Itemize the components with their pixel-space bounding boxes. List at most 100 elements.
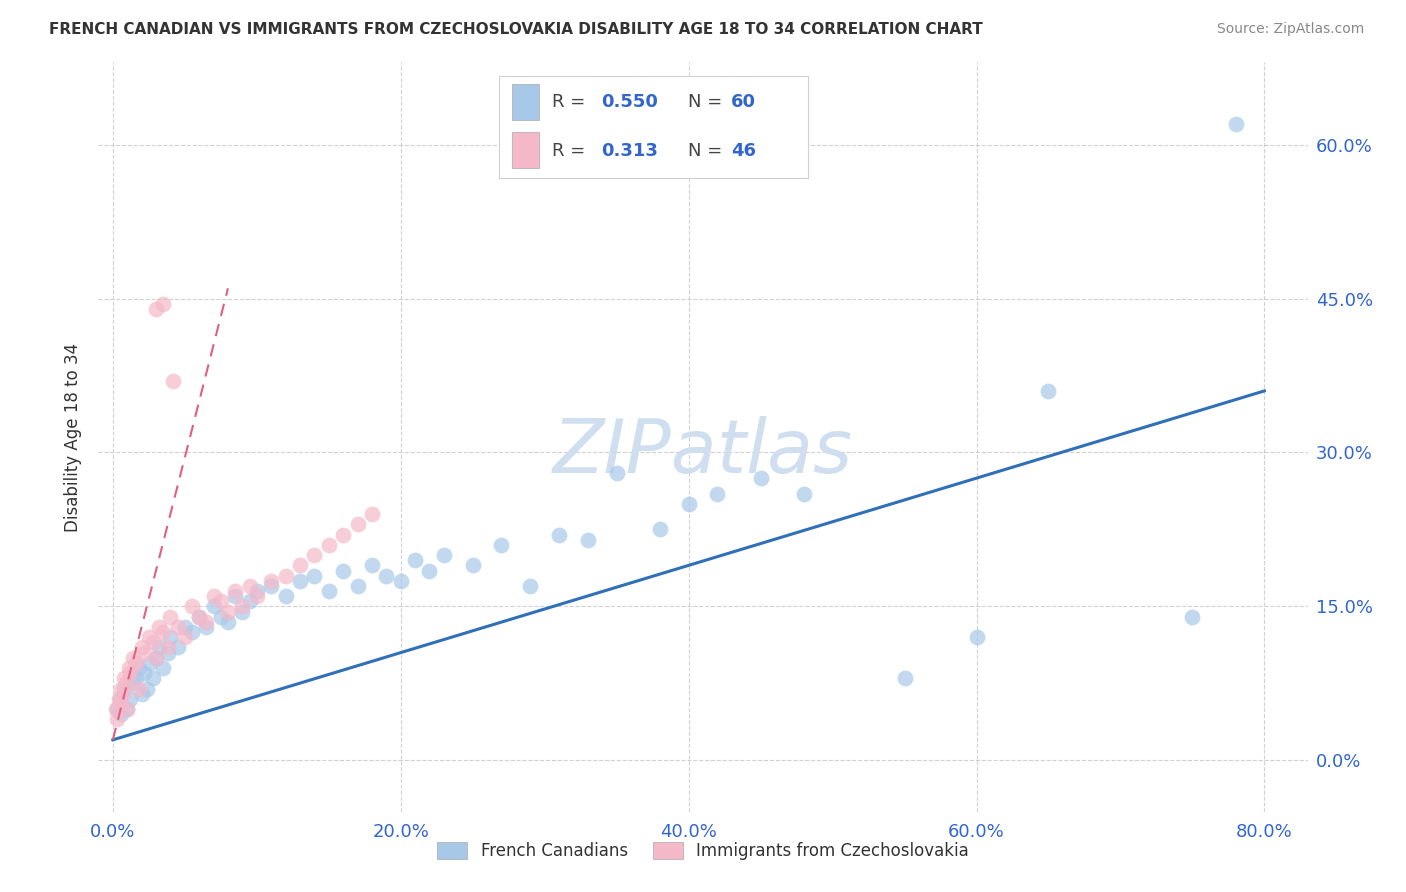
Text: N =: N = (688, 94, 728, 112)
Point (188, 609, 211, 624)
Point (606, 466, 628, 480)
Point (152, 661, 174, 675)
Point (131, 640, 153, 655)
Point (274, 568, 297, 582)
Point (125, 671, 148, 685)
Point (318, 538, 340, 552)
Point (159, 609, 181, 624)
Point (181, 625, 204, 640)
Point (142, 635, 165, 649)
Point (148, 620, 170, 634)
Bar (512, 84, 540, 120)
Point (576, 533, 599, 547)
Point (136, 681, 159, 696)
Text: R =: R = (551, 94, 591, 112)
Point (224, 584, 246, 599)
Point (519, 579, 541, 593)
Point (125, 656, 148, 670)
Point (152, 296, 174, 310)
Point (231, 605, 253, 619)
Point (224, 589, 246, 603)
Point (304, 548, 326, 562)
Point (209, 594, 232, 608)
Point (288, 574, 311, 588)
Point (1225, 117, 1247, 131)
Y-axis label: Disability Age 18 to 34: Disability Age 18 to 34 (65, 343, 83, 532)
Point (173, 630, 195, 644)
Point (231, 599, 253, 614)
Point (120, 691, 142, 706)
Point (749, 471, 772, 485)
Point (107, 691, 129, 706)
Point (548, 527, 571, 541)
Point (112, 671, 135, 685)
Point (152, 625, 174, 640)
Point (114, 676, 136, 690)
Point (217, 605, 239, 619)
Text: 0.313: 0.313 (602, 142, 658, 160)
Point (159, 630, 181, 644)
Point (108, 697, 131, 711)
Point (112, 681, 135, 696)
Point (108, 691, 131, 706)
Point (288, 558, 311, 573)
Point (111, 687, 134, 701)
Point (105, 702, 128, 716)
Point (131, 687, 153, 701)
Point (195, 620, 218, 634)
Point (145, 301, 167, 316)
Point (346, 579, 368, 593)
Point (156, 640, 179, 655)
Point (138, 630, 160, 644)
Point (304, 568, 326, 582)
Point (105, 712, 128, 726)
Point (375, 568, 398, 582)
Point (1038, 384, 1060, 398)
Point (115, 702, 138, 716)
Point (706, 486, 728, 500)
Point (181, 599, 204, 614)
Point (260, 579, 283, 593)
Point (893, 671, 915, 685)
Point (346, 517, 368, 532)
Point (260, 574, 283, 588)
Point (110, 681, 132, 696)
Point (162, 374, 184, 388)
Point (246, 584, 269, 599)
Point (274, 589, 297, 603)
Point (166, 620, 188, 634)
Point (188, 609, 211, 624)
Point (389, 574, 412, 588)
Text: 0.550: 0.550 (602, 94, 658, 112)
Point (318, 584, 340, 599)
Point (195, 615, 218, 629)
Point (134, 646, 156, 660)
Point (209, 609, 232, 624)
Point (173, 620, 195, 634)
Point (246, 589, 269, 603)
Point (128, 681, 150, 696)
Point (122, 676, 145, 690)
Point (110, 707, 132, 722)
Point (128, 661, 150, 675)
Point (217, 615, 239, 629)
Point (115, 702, 138, 716)
Point (148, 640, 170, 655)
Point (678, 497, 700, 511)
Point (120, 666, 142, 681)
Point (418, 564, 440, 578)
Point (239, 594, 262, 608)
Point (104, 702, 127, 716)
Point (332, 527, 354, 541)
Point (1181, 609, 1204, 624)
Text: N =: N = (688, 142, 728, 160)
Point (361, 507, 384, 521)
Point (145, 650, 167, 665)
Text: ZIPatlas: ZIPatlas (553, 416, 853, 488)
Text: 60: 60 (731, 94, 756, 112)
Text: R =: R = (551, 142, 596, 160)
Point (332, 564, 354, 578)
Point (166, 640, 188, 655)
Point (118, 661, 141, 675)
Point (122, 650, 145, 665)
